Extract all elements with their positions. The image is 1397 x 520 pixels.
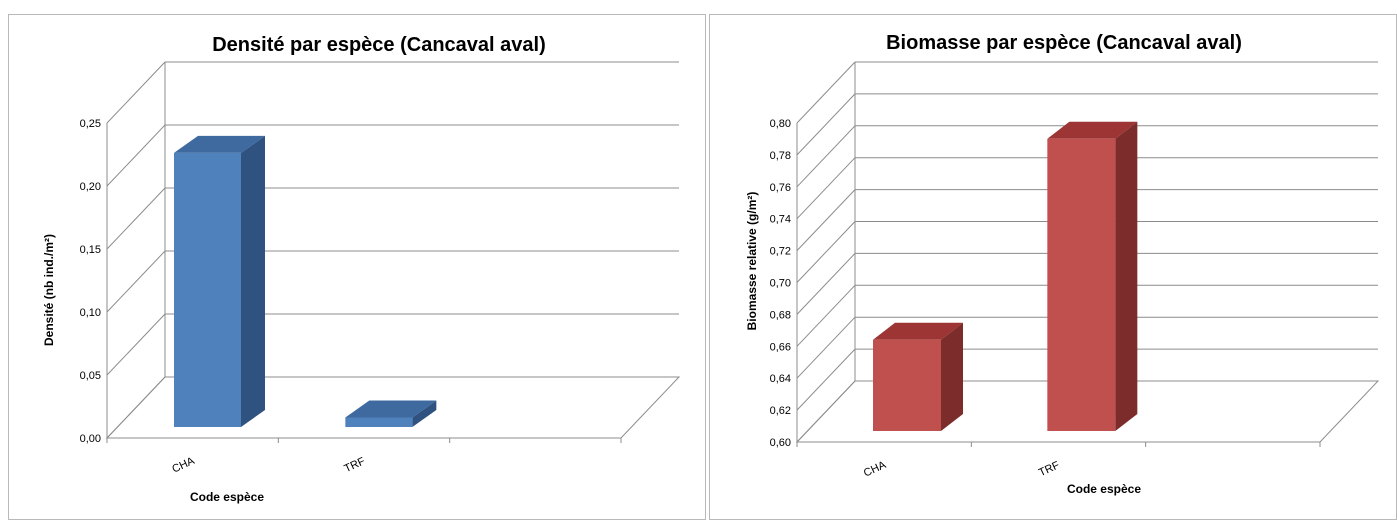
y-tick-label: 0,70 <box>770 278 791 290</box>
y-tick-label: 0,20 <box>80 181 101 193</box>
x-tick-label: TRF <box>343 455 368 475</box>
bar-top <box>873 322 963 340</box>
gridline-connector <box>106 313 166 376</box>
bar-cha <box>174 135 265 427</box>
x-tick-label: CHA <box>862 459 889 480</box>
chart-title: Densité par espèce (Cancaval aval) <box>212 34 546 56</box>
bar-top <box>174 135 265 153</box>
bar-front <box>873 339 941 431</box>
bar-side <box>941 322 963 431</box>
gridline-connector <box>106 61 166 124</box>
gridline-connector <box>796 221 856 283</box>
bar-trf <box>1047 121 1138 431</box>
density-chart: Densité par espèce (Cancaval aval) Code … <box>42 34 681 504</box>
gridline-connector <box>796 348 856 411</box>
y-tick-label: 0,68 <box>770 309 791 321</box>
bar-front <box>174 152 241 427</box>
y-tick-label: 0,15 <box>80 244 101 256</box>
y-tick-label: 0,74 <box>770 214 791 226</box>
y-tick-label: 0,10 <box>80 307 101 319</box>
bar-side <box>241 135 265 427</box>
gridline-connector <box>796 93 856 156</box>
y-tick-label: 0,66 <box>770 341 791 353</box>
y-axis-label: Densité (nb ind./m²) <box>42 234 56 346</box>
y-tick-label: 0,62 <box>770 405 791 417</box>
x-tick-label: CHA <box>170 455 197 476</box>
chart-panel-biomass: Biomasse par espèce (Cancaval aval) Code… <box>709 14 1397 520</box>
bar-side <box>1115 121 1138 431</box>
bar-cha <box>873 322 963 431</box>
x-tick-label: TRF <box>1037 459 1062 479</box>
bar-front <box>1047 138 1116 431</box>
bar-trf <box>345 400 437 427</box>
y-tick-label: 0,80 <box>770 118 791 130</box>
gridline-connector <box>796 61 856 124</box>
y-tick-label: 0,78 <box>770 150 791 162</box>
plot-area: 0,00 0,05 0,10 0,15 0,20 0,25 CHA TRF <box>80 61 681 476</box>
y-tick-label: 0,64 <box>770 373 791 385</box>
gridline-connector <box>106 187 166 250</box>
plot-area: 0,60 0,62 0,64 0,66 0,68 0,70 0,72 0,74 0,76 0,78… <box>770 61 1380 480</box>
y-axis-label: Biomasse relative (g/m²) <box>745 192 759 331</box>
bar-front <box>345 417 413 427</box>
y-tick-label: 0,60 <box>770 437 791 449</box>
chart-panel-density: Densité par espèce (Cancaval aval) Code … <box>8 14 706 520</box>
gridline-connector <box>796 189 856 251</box>
y-tick-label: 0,00 <box>80 433 101 445</box>
chart-title: Biomasse par espèce (Cancaval aval) <box>886 32 1242 54</box>
y-tick-label: 0,72 <box>770 246 791 258</box>
gridline-connector <box>106 124 166 187</box>
x-axis-label: Code espèce <box>1067 482 1141 496</box>
gridline-connector <box>796 316 856 379</box>
gridline-connector <box>796 125 856 188</box>
biomass-chart: Biomasse par espèce (Cancaval aval) Code… <box>745 32 1380 496</box>
bar-side <box>412 400 437 427</box>
bar-top <box>1047 121 1138 139</box>
y-tick-label: 0,05 <box>80 370 101 382</box>
x-axis-label: Code espèce <box>190 490 264 504</box>
y-tick-label: 0,25 <box>80 118 101 130</box>
y-tick-label: 0,76 <box>770 182 791 194</box>
gridline-connector <box>796 253 856 315</box>
bar-top <box>345 400 437 418</box>
gridline-connector <box>796 157 856 220</box>
gridline-connector <box>796 284 856 347</box>
gridline-connector <box>106 250 166 313</box>
